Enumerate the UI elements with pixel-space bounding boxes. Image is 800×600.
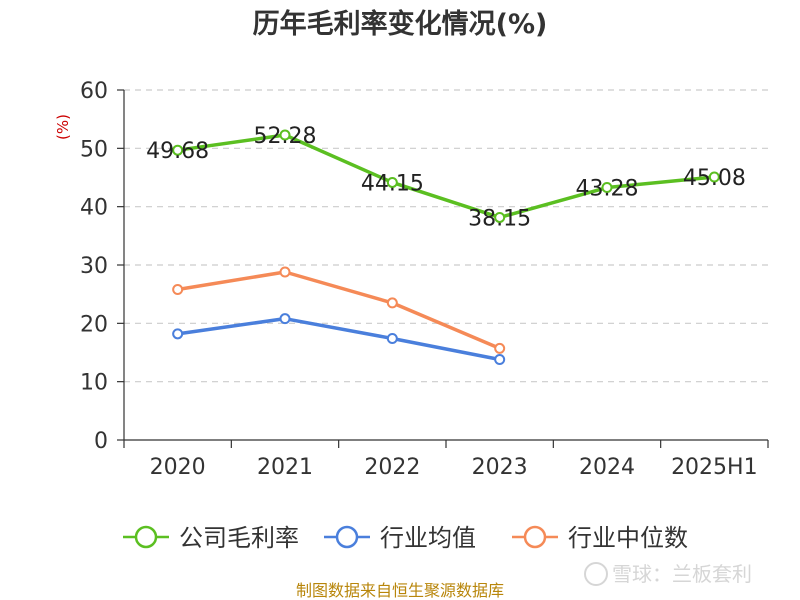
series-line-1 xyxy=(177,316,501,362)
legend-label-1: 行业均值 xyxy=(380,524,476,552)
snowball-logo-icon xyxy=(584,562,608,586)
y-axis-unit: (%) xyxy=(54,114,72,140)
series-1-point-2022 xyxy=(386,333,398,344)
legend-marker-1 xyxy=(335,525,359,549)
x-tick-label-2023: 2023 xyxy=(472,455,528,480)
legend-item-0: 公司毛利率 xyxy=(123,524,299,552)
axes: 0 10 20 30 40 50 60 2020 2021 2022 2023 2024 2025H1 xyxy=(80,79,769,480)
data-label-2021: 52.28 xyxy=(254,124,317,149)
y-tick-label-10: 10 xyxy=(80,371,108,396)
series-2-point-2022 xyxy=(386,297,398,309)
data-source: 制图数据来自恒生聚源数据库 xyxy=(296,581,504,600)
series-2-point-2021 xyxy=(279,266,291,278)
series-2-point-2020 xyxy=(172,284,184,295)
y-tick-label-20: 20 xyxy=(80,312,108,337)
y-tick-label-50: 50 xyxy=(80,137,108,162)
series-1 xyxy=(172,313,506,365)
series-0-point-2022 xyxy=(386,176,398,188)
series-1-point-2021 xyxy=(279,313,291,325)
series-2-point-2023 xyxy=(494,342,506,354)
legend-item-1: 行业均值 xyxy=(324,524,476,552)
legend-item-2: 行业中位数 xyxy=(512,524,688,552)
series-line-2 xyxy=(177,270,501,351)
y-tick-label-30: 30 xyxy=(80,254,108,279)
series-0-point-2025H1 xyxy=(708,171,720,183)
series-2 xyxy=(172,266,506,354)
grid-lines xyxy=(124,89,768,383)
legend-marker-2 xyxy=(523,525,547,549)
series-1-point-2020 xyxy=(172,328,184,340)
series-lines xyxy=(172,129,720,365)
data-label-2022: 44.15 xyxy=(361,171,424,196)
x-tick-label-2020: 2020 xyxy=(150,455,206,480)
x-tick-label-2025H1: 2025H1 xyxy=(671,455,758,480)
series-0 xyxy=(172,129,720,223)
watermark: 雪球：兰板套利 xyxy=(584,562,752,586)
series-1-point-2023 xyxy=(494,354,506,365)
data-label-2025H1: 45.08 xyxy=(683,166,746,191)
x-tick-label-2021: 2021 xyxy=(257,455,313,480)
watermark-text: 雪球：兰板套利 xyxy=(612,562,752,586)
x-tick-label-2024: 2024 xyxy=(579,455,635,480)
series-0-point-2023 xyxy=(494,211,506,223)
data-label-2024: 43.28 xyxy=(576,177,639,202)
data-label-2020: 49.68 xyxy=(146,139,209,164)
legend: 公司毛利率 行业均值 行业中位数 xyxy=(123,524,688,552)
y-tick-label-60: 60 xyxy=(80,79,108,104)
legend-label-2: 行业中位数 xyxy=(568,524,688,552)
series-0-point-2021 xyxy=(279,129,291,141)
series-line-0 xyxy=(177,133,715,220)
legend-label-0: 公司毛利率 xyxy=(179,524,299,552)
y-tick-label-40: 40 xyxy=(80,196,108,221)
series-0-point-2024 xyxy=(601,182,613,194)
y-tick-label-0: 0 xyxy=(94,429,108,454)
series-0-point-2020 xyxy=(172,144,184,156)
data-labels: 49.68 52.28 44.15 38.15 43.28 45.08 xyxy=(146,124,746,231)
chart-title: 历年毛利率变化情况(%) xyxy=(253,8,548,40)
data-label-2023: 38.15 xyxy=(468,206,531,231)
x-tick-label-2022: 2022 xyxy=(364,455,420,480)
legend-marker-0 xyxy=(134,525,158,549)
